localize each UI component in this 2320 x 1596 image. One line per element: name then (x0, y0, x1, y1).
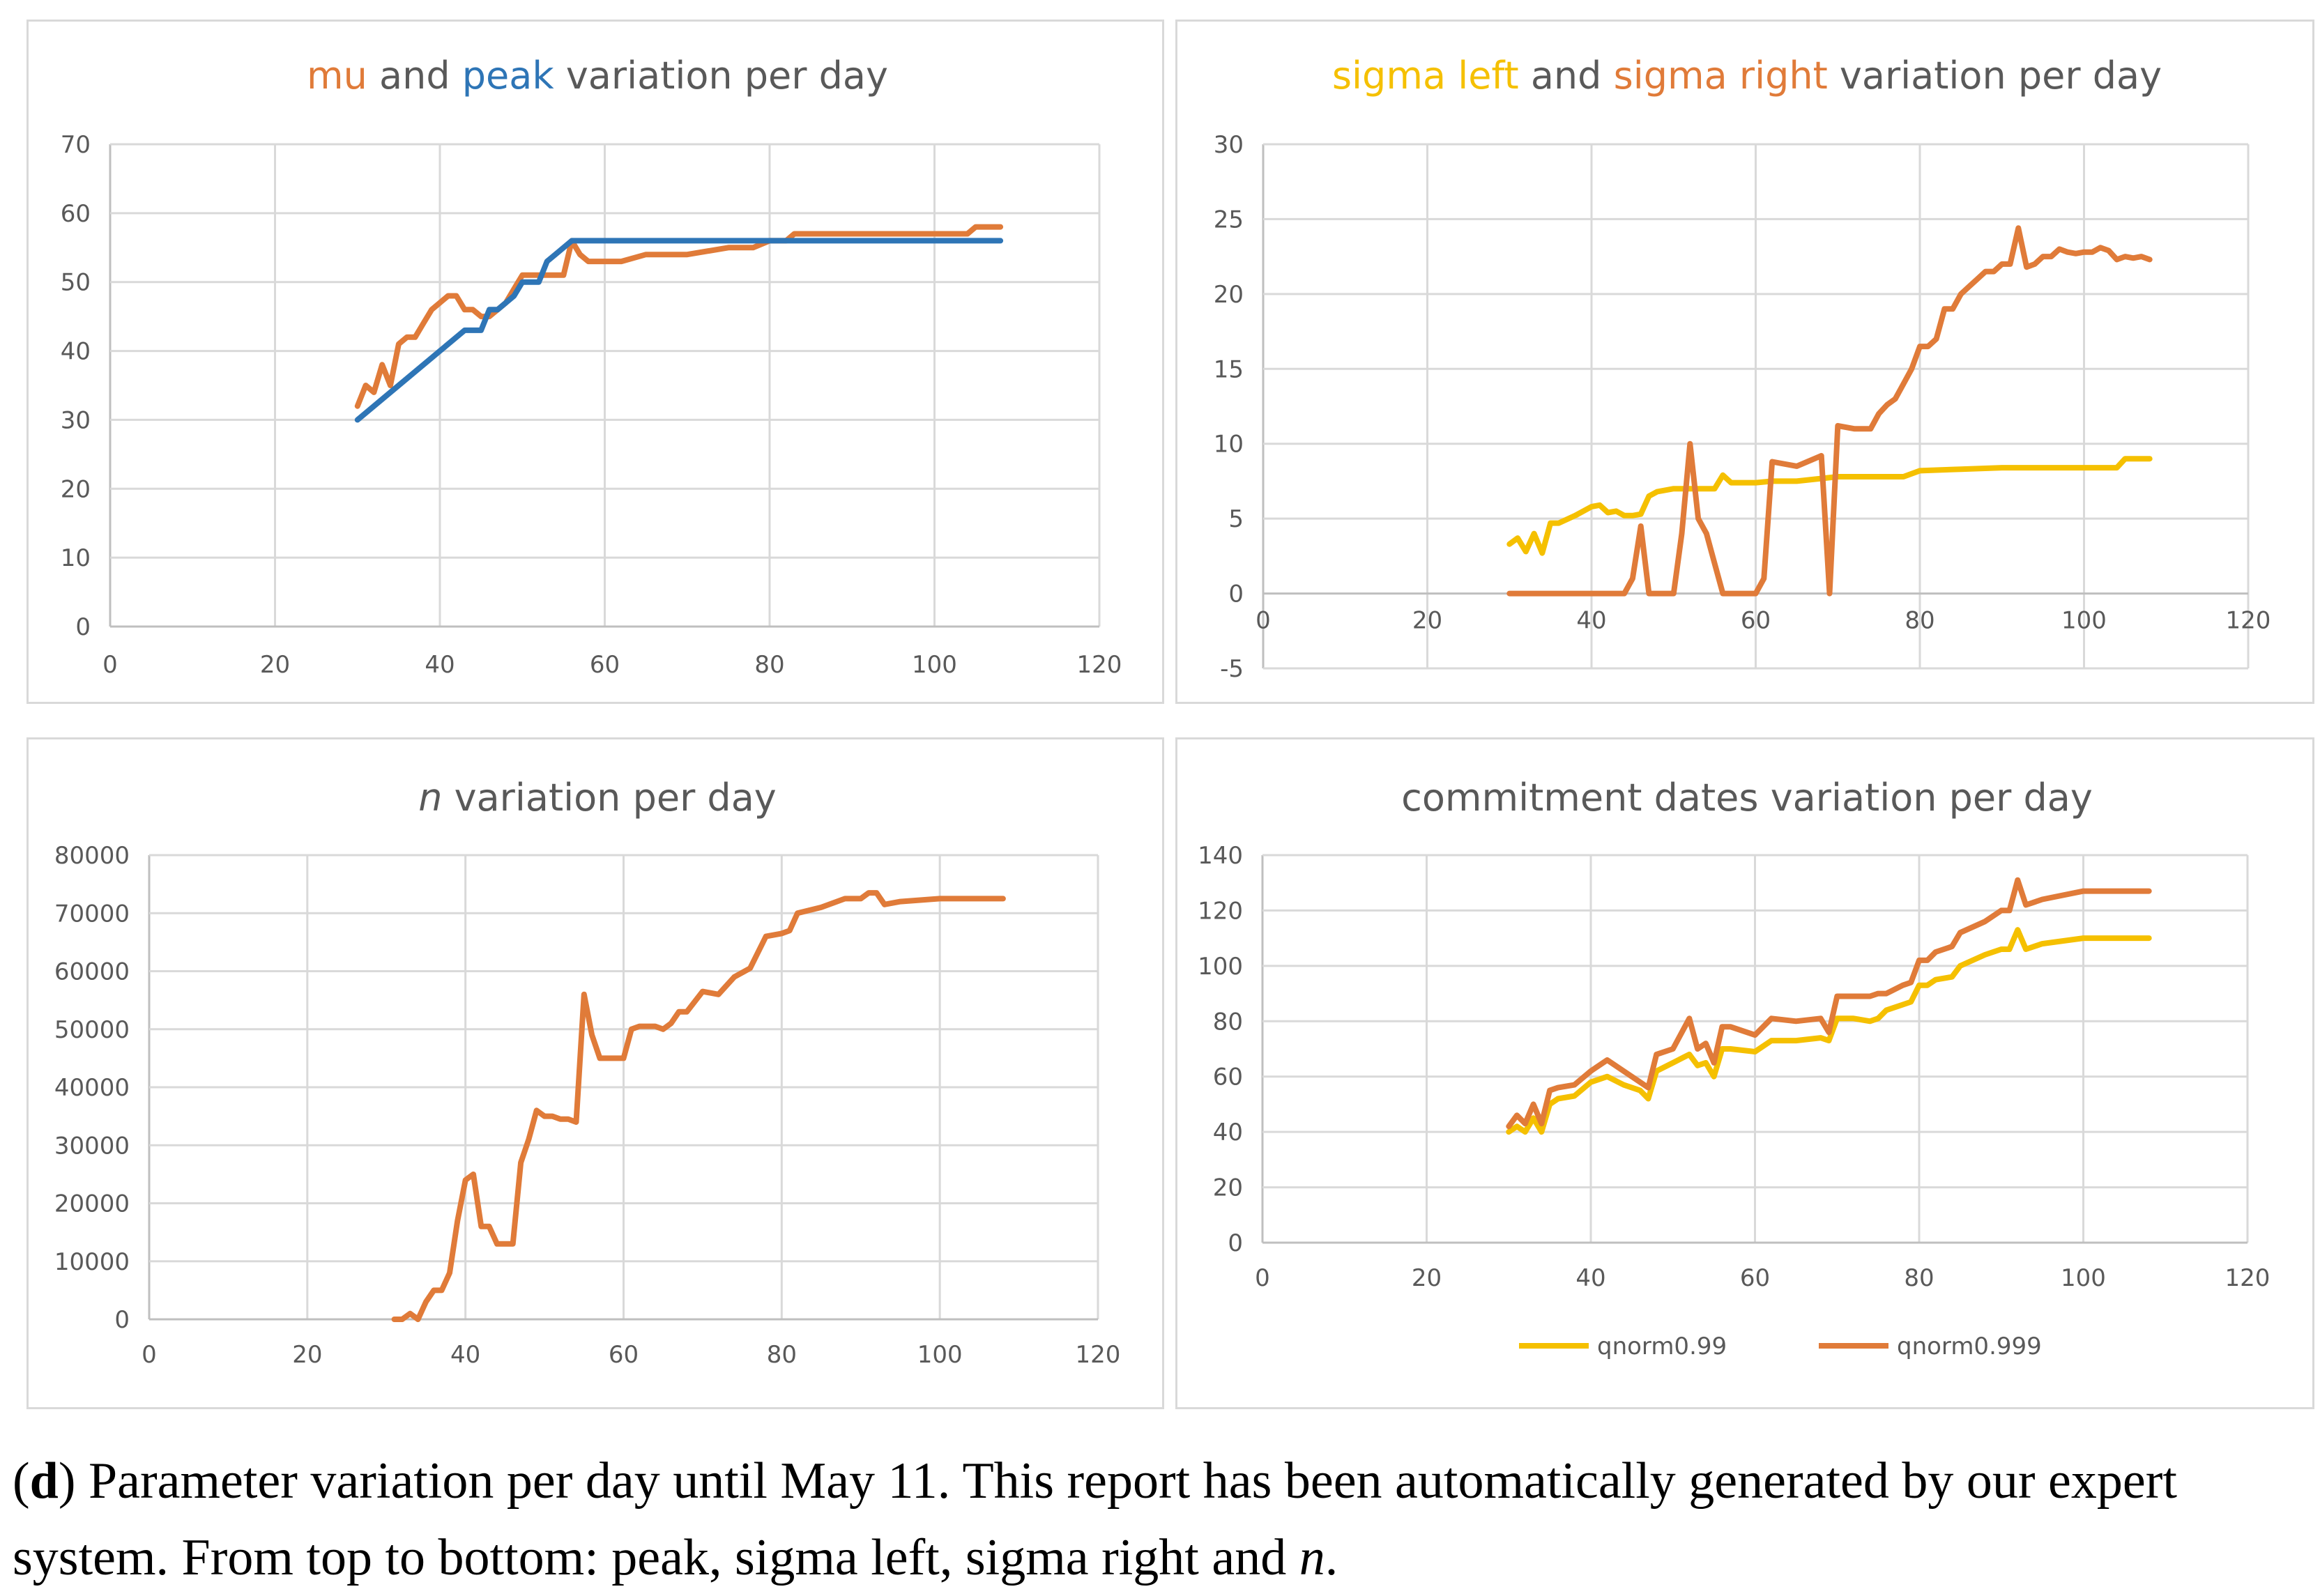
c1-ytick-60: 60 (61, 200, 91, 228)
c1-xtick-20: 20 (260, 651, 290, 679)
c3-ytick-0: 0 (114, 1306, 130, 1334)
c4-series-qnorm0-99 (1506, 927, 2152, 1135)
c1-xtick-0: 0 (102, 651, 118, 679)
c3-xtick-100: 100 (917, 1341, 963, 1369)
caption-open-paren: ( (13, 1452, 30, 1510)
c3-series-n (391, 890, 1006, 1322)
c2-xtick-60: 60 (1741, 607, 1771, 635)
c2-xtick-0: 0 (1256, 607, 1271, 635)
c1-xtick-100: 100 (912, 651, 957, 679)
c4-xtick-100: 100 (2061, 1264, 2106, 1292)
figure-caption: (d) Parameter variation per day until Ma… (13, 1443, 2306, 1596)
chart-mu-peak: mu and peak variation per day 0 10 20 30 40 50… (61, 54, 1122, 679)
c4-legend-label-1: qnorm0.999 (1897, 1333, 2042, 1360)
c4-ytick-120: 120 (1198, 897, 1243, 925)
c3-ytick-30000: 30000 (54, 1132, 130, 1160)
c3-ytick-70000: 70000 (54, 900, 130, 928)
c1-series-mu (354, 224, 1004, 409)
c2-series-sigma-left (1506, 456, 2153, 556)
chart-panel-sigma: sigma left and sigma right variation per… (1175, 20, 2314, 704)
c1-xtick-80: 80 (754, 651, 784, 679)
c4-ytick-20: 20 (1213, 1174, 1243, 1202)
c3-xtick-20: 20 (292, 1341, 322, 1369)
c1-xtick-120: 120 (1077, 651, 1122, 679)
c2-title-part-3: variation per day (1828, 54, 2162, 98)
c2-title-part-0: sigma left (1332, 54, 1519, 98)
c1-title-part-2: peak (462, 54, 555, 98)
c4-legend-label-0: qnorm0.99 (1597, 1333, 1727, 1360)
caption-text-2: . (1325, 1529, 1338, 1586)
c2-ytick-5: 5 (1228, 505, 1244, 533)
c2-ytick-0: 0 (1228, 581, 1244, 608)
chart-panel-n: n variation per day 0 10000 20000 30000 40000… (26, 737, 1164, 1409)
c2-ytick-15: 15 (1214, 355, 1244, 383)
caption-text-1: ) Parameter variation per day until May … (13, 1452, 2177, 1586)
chart-panel-mu-peak: mu and peak variation per day 0 10 20 30 40 50… (26, 20, 1164, 704)
c2-title-part-2: sigma right (1614, 54, 1828, 98)
c2-ytick-30: 30 (1214, 131, 1244, 159)
c2-xtick-120: 120 (2226, 607, 2271, 635)
c1-ytick-20: 20 (61, 475, 91, 503)
c2-xtick-100: 100 (2061, 607, 2107, 635)
c1-title: mu and peak variation per day (307, 54, 888, 98)
chart-panel-commitment: commitment dates variation per day 0 20 40 6… (1175, 737, 2314, 1409)
c1-ytick-40: 40 (61, 338, 91, 366)
c4-xtick-20: 20 (1412, 1264, 1442, 1292)
c1-ytick-30: 30 (61, 406, 91, 434)
c4-title: commitment dates variation per day (1401, 776, 2093, 820)
c4-ytick-40: 40 (1213, 1119, 1243, 1146)
c3-xtick-40: 40 (450, 1341, 480, 1369)
c2-ytick--5: -5 (1220, 655, 1244, 683)
c4-ytick-60: 60 (1213, 1064, 1243, 1091)
c4-xtick-120: 120 (2225, 1264, 2271, 1292)
c2-ytick-25: 25 (1214, 206, 1244, 233)
c1-title-part-3: variation per day (554, 54, 888, 98)
c3-ytick-10000: 10000 (54, 1248, 130, 1276)
c2-title: sigma left and sigma right variation per… (1332, 54, 2162, 98)
c1-title-part-0: mu (307, 54, 367, 98)
c1-title-part-1: and (367, 54, 462, 98)
c4-ytick-0: 0 (1228, 1229, 1243, 1257)
c1-ytick-70: 70 (61, 131, 91, 159)
c3-title-part-0: n (418, 776, 442, 820)
c3-ytick-80000: 80000 (54, 842, 130, 870)
c4-xtick-60: 60 (1740, 1264, 1770, 1292)
c3-ytick-60000: 60000 (54, 958, 130, 986)
c4-series-qnorm0-999 (1506, 877, 2152, 1130)
c1-xtick-40: 40 (425, 651, 455, 679)
c3-title: n variation per day (418, 776, 777, 820)
caption-n: n (1299, 1529, 1325, 1586)
c2-xtick-80: 80 (1905, 607, 1934, 635)
c1-ytick-10: 10 (61, 544, 91, 572)
c3-ytick-40000: 40000 (54, 1074, 130, 1102)
c4-ytick-80: 80 (1213, 1008, 1243, 1036)
c2-ytick-20: 20 (1214, 281, 1244, 309)
c4-xtick-0: 0 (1255, 1264, 1270, 1292)
c3-xtick-120: 120 (1076, 1341, 1121, 1369)
c3-ytick-50000: 50000 (54, 1016, 130, 1044)
c4-ytick-140: 140 (1198, 842, 1243, 870)
caption-label: d (29, 1452, 59, 1510)
c3-xtick-80: 80 (767, 1341, 797, 1369)
c3-title-part-1: variation per day (442, 776, 776, 820)
c2-xtick-40: 40 (1576, 607, 1606, 635)
c4-title-part-0: commitment dates variation per day (1401, 776, 2093, 820)
c1-ytick-0: 0 (75, 613, 91, 641)
c1-ytick-50: 50 (61, 269, 91, 297)
c1-xtick-60: 60 (590, 651, 620, 679)
chart-n: n variation per day 0 10000 20000 30000 40000… (54, 776, 1121, 1369)
c4-xtick-80: 80 (1904, 1264, 1934, 1292)
c2-xtick-20: 20 (1412, 607, 1442, 635)
c2-series-sigma-right (1506, 225, 2153, 597)
c2-ytick-10: 10 (1214, 431, 1244, 459)
c1-series-peak (354, 238, 1004, 423)
c3-xtick-0: 0 (142, 1341, 157, 1369)
c3-xtick-60: 60 (609, 1341, 639, 1369)
c2-title-part-1: and (1519, 54, 1614, 98)
chart-commitment: commitment dates variation per day 0 20 40 6… (1198, 776, 2271, 1360)
c3-ytick-20000: 20000 (54, 1190, 130, 1218)
chart-sigma: sigma left and sigma right variation per… (1214, 54, 2271, 683)
c4-xtick-40: 40 (1575, 1264, 1605, 1292)
c4-ytick-100: 100 (1198, 953, 1243, 981)
